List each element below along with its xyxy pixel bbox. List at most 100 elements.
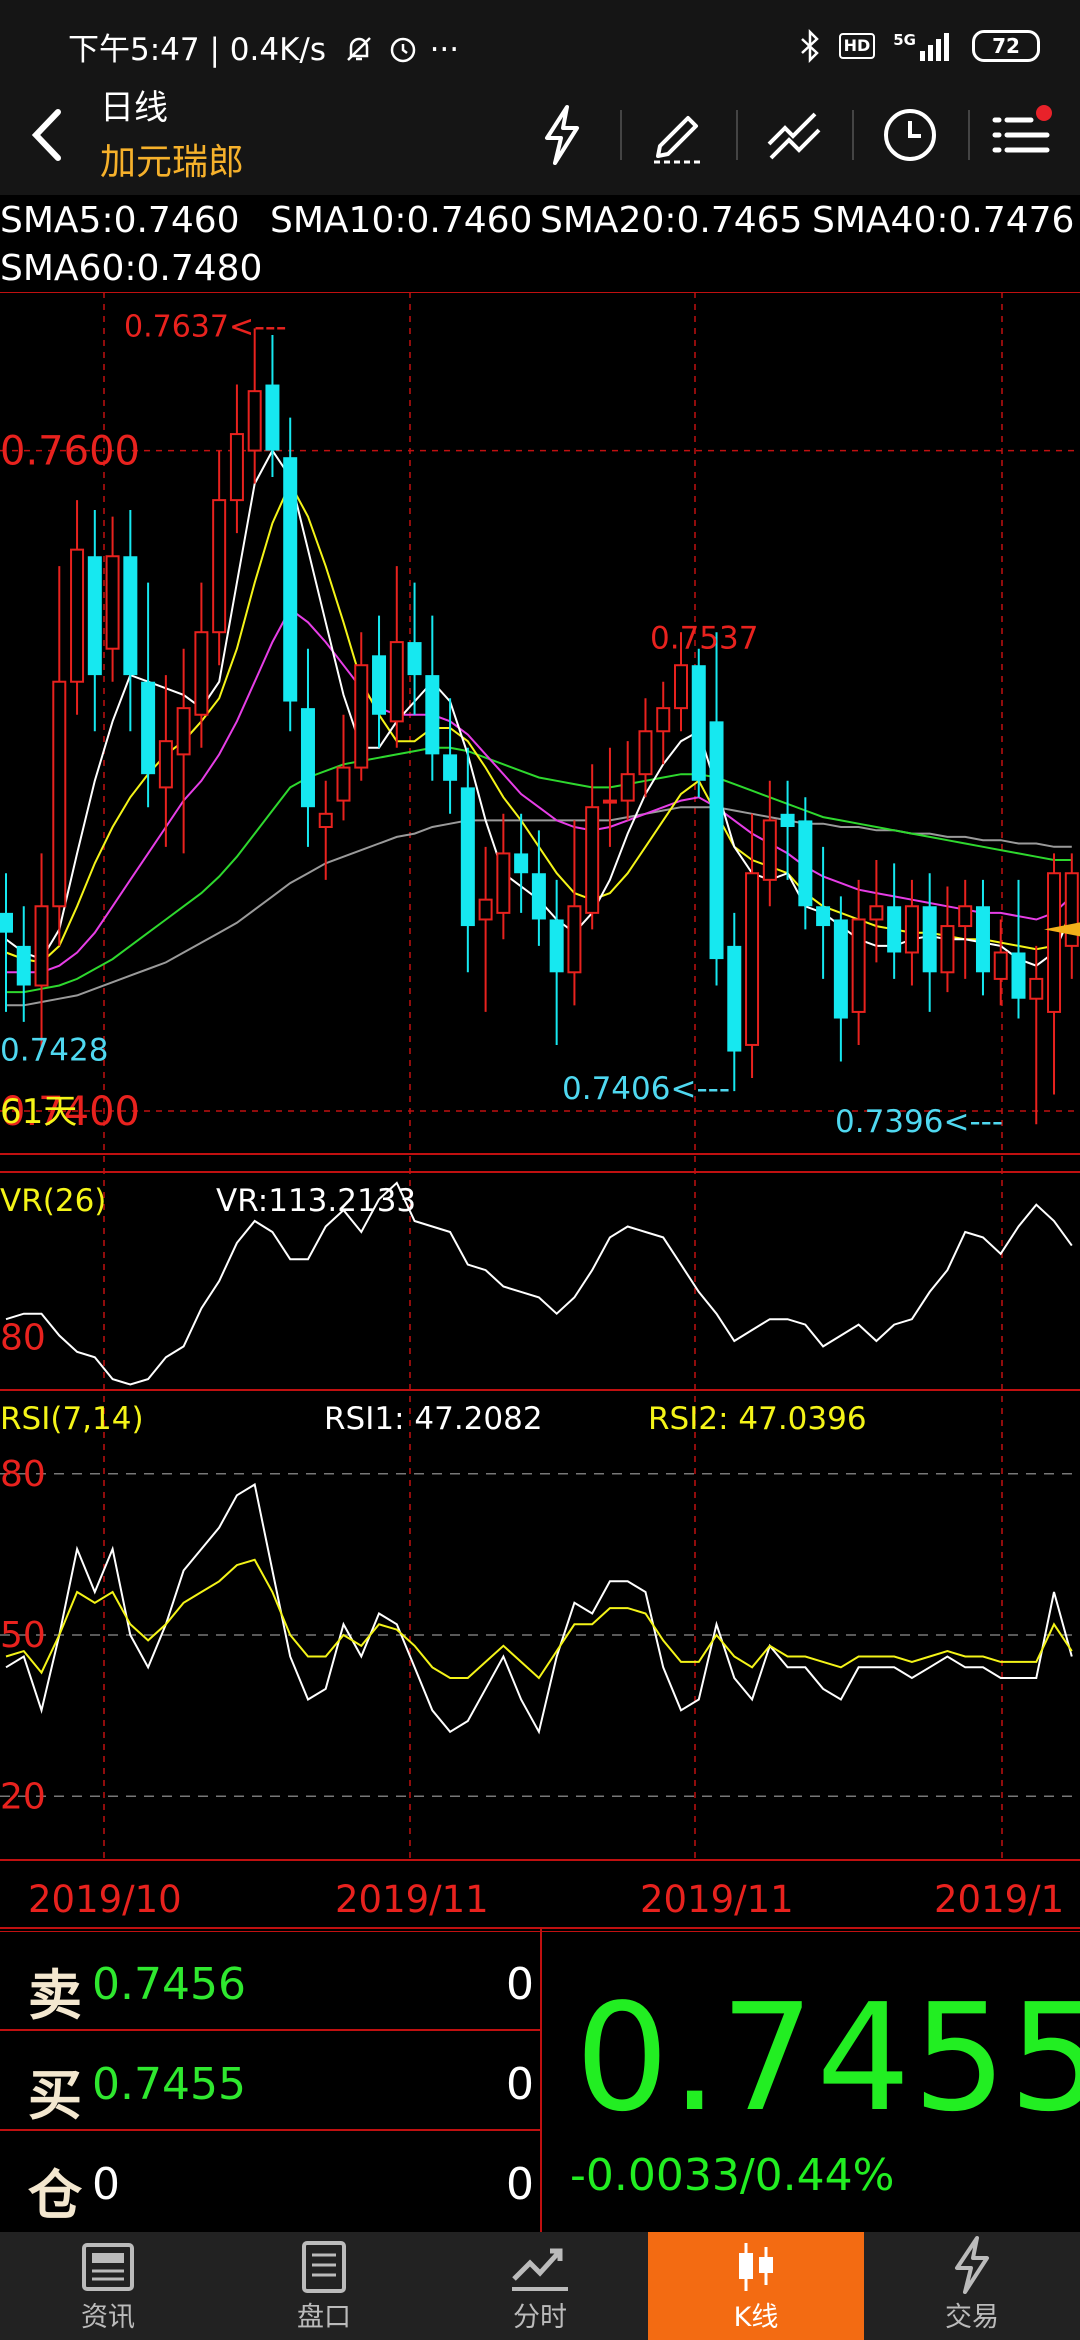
position-row[interactable]: 仓 0 0: [0, 2129, 540, 2229]
sell-key: 卖: [28, 1963, 82, 2027]
back-button[interactable]: [18, 100, 78, 170]
position-value: 0: [92, 2159, 120, 2210]
candle-body: [372, 655, 387, 715]
candle-body: [958, 905, 973, 928]
candle-body: [389, 641, 404, 723]
candle-body: [922, 906, 937, 973]
signal-icon: [920, 33, 949, 61]
trend-icon: [512, 2248, 568, 2291]
buy-volume: 0: [506, 2059, 534, 2110]
candle-body: [141, 681, 156, 775]
candle-body: [745, 872, 760, 1046]
sell-row[interactable]: 卖 0.7456 0: [0, 1929, 540, 2031]
candle-body: [514, 853, 529, 874]
candle-body: [656, 707, 671, 733]
candle-body: [798, 820, 813, 907]
candle-body: [283, 457, 298, 702]
date-label: 2019/11: [335, 1878, 489, 1921]
candle-body: [620, 773, 635, 802]
rsi1-line: [5, 1482, 1073, 1735]
candle-body: [265, 384, 280, 451]
low-right-label: 0.7396<---: [835, 1104, 1003, 1140]
buy-key: 买: [28, 2063, 82, 2127]
sell-volume: 0: [506, 1959, 534, 2010]
candle-body: [940, 925, 955, 974]
menu-list-icon: [992, 105, 1052, 153]
date-label: 2019/10: [28, 1878, 182, 1921]
page-title: 日线: [100, 88, 168, 128]
candle-icon: [739, 2243, 773, 2291]
tab-trade[interactable]: 交易: [864, 2232, 1080, 2340]
low-left-label: 0.7428: [0, 1033, 108, 1069]
vr-level-label: 80: [0, 1318, 46, 1359]
candle-body: [904, 905, 919, 954]
divider: [852, 110, 854, 160]
buy-price: 0.7455: [92, 2059, 246, 2110]
candle-body: [443, 754, 458, 781]
sma5-label: SMA5:0.7460: [0, 200, 240, 241]
divider: [736, 110, 738, 160]
candle-body: [229, 433, 244, 502]
candle-body: [354, 664, 369, 769]
candle-body: [158, 740, 173, 789]
menu-button[interactable]: [972, 95, 1072, 175]
date-label: 2019/11: [640, 1878, 794, 1921]
candle-body: [851, 918, 866, 1013]
high-label: 0.7637<---: [124, 309, 287, 344]
position-key: 仓: [28, 2163, 82, 2227]
divider: [620, 110, 622, 160]
alarm-icon: [390, 37, 415, 63]
instrument-name: 加元瑞郎: [100, 142, 245, 183]
candle-body: [87, 556, 102, 676]
mid-high-label: 0.7537: [650, 621, 758, 657]
candle-body: [212, 499, 227, 634]
orderbook-icon: [302, 2241, 346, 2293]
sma40-label: SMA40:0.7476: [812, 200, 1075, 241]
candle-body: [318, 812, 333, 829]
candle-body: [602, 799, 617, 804]
sma40-line: [6, 746, 1072, 994]
tab-kline[interactable]: K线: [648, 2232, 864, 2340]
tab-intraday[interactable]: 分时: [432, 2232, 648, 2340]
sma-legend: SMA5:0.7460 SMA10:0.7460 SMA20:0.7465 SM…: [0, 200, 1080, 295]
candle-body: [105, 555, 120, 650]
days-label: 61天: [0, 1092, 77, 1132]
news-icon: [82, 2243, 134, 2291]
tab-news[interactable]: 资讯: [0, 2232, 216, 2340]
rsi-level-label: 80: [0, 1454, 46, 1495]
status-icons: HD 5G 72: [799, 26, 1040, 66]
candle-body: [993, 951, 1008, 980]
lightning-icon: [545, 105, 579, 165]
rsi-level-label: 50: [0, 1615, 46, 1656]
period-button[interactable]: [860, 95, 960, 175]
candle-body: [0, 912, 13, 933]
sma60-label: SMA60:0.7480: [0, 248, 263, 289]
candle-body: [1029, 977, 1044, 1000]
tab-orderbook[interactable]: 盘口: [216, 2232, 432, 2340]
battery-icon: 72: [972, 30, 1040, 62]
date-label: 2019/1: [934, 1878, 1064, 1921]
candle-body: [975, 906, 990, 973]
flash-button[interactable]: [512, 95, 612, 175]
order-book: 卖 0.7456 0 买 0.7455 0 仓 0 0: [0, 1927, 1080, 2234]
draw-button[interactable]: [628, 95, 728, 175]
buy-row[interactable]: 买 0.7455 0: [0, 2029, 540, 2131]
candle-body: [70, 548, 85, 683]
candle-body: [1011, 952, 1026, 999]
vr-name-label: VR(26): [0, 1183, 106, 1219]
price-change: -0.0033/0.44%: [570, 2150, 895, 2201]
divider: [968, 110, 970, 160]
candle-body: [691, 665, 706, 781]
candle-body: [300, 708, 315, 808]
trend-lines-icon: [767, 112, 821, 160]
position-volume: 0: [506, 2159, 534, 2210]
candle-body: [176, 707, 191, 756]
candle-body: [762, 819, 777, 881]
top-bar: [0, 90, 1080, 195]
sma10-label: SMA10:0.7460: [270, 200, 533, 241]
candle-body: [123, 556, 138, 676]
candle-body: [585, 806, 600, 914]
candle-body: [478, 898, 493, 921]
indicator-button[interactable]: [744, 95, 844, 175]
